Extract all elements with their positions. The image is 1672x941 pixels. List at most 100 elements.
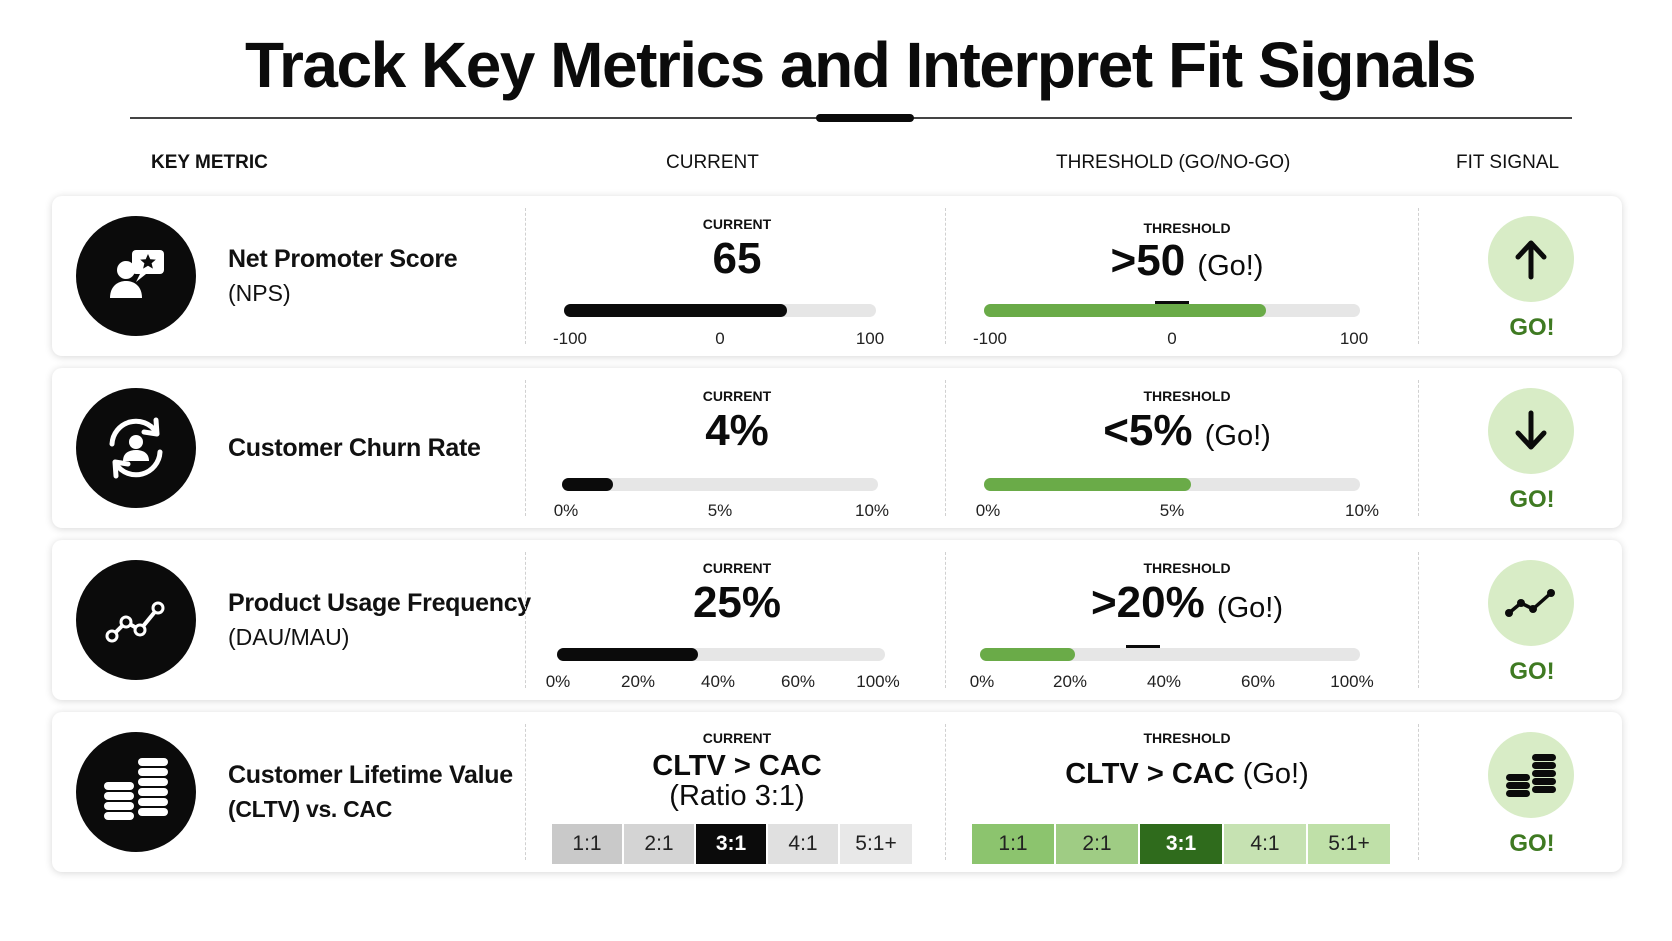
user-refresh-icon	[76, 388, 196, 508]
threshold-expression: <5%	[1103, 406, 1193, 455]
trend-line-icon	[76, 560, 196, 680]
threshold-value: >20% (Go!)	[972, 578, 1402, 628]
metric-subtitle: (DAU/MAU)	[228, 624, 350, 650]
threshold-column: THRESHOLD >50 (Go!) -100 0 100	[972, 196, 1402, 356]
ratio-cell: 4:1	[768, 824, 838, 864]
current-value: 65	[712, 234, 762, 283]
threshold-bar	[984, 478, 1360, 491]
current-bar	[564, 304, 876, 317]
threshold-column: THRESHOLD CLTV > CAC (Go!) 1:1 2:1 3:1 4…	[972, 712, 1402, 872]
axis-tick: 40%	[1146, 672, 1182, 691]
column-divider	[945, 724, 946, 860]
threshold-go-note: (Go!)	[1197, 250, 1264, 282]
axis-tick: 0%	[975, 501, 1001, 520]
ratio-cell: 4:1	[1224, 824, 1306, 864]
axis-tick: 40%	[700, 672, 736, 691]
metric-subtitle: (NPS)	[228, 280, 291, 306]
trend-line-icon	[1488, 560, 1574, 646]
ratio-cell: 1:1	[972, 824, 1054, 864]
column-divider	[945, 552, 946, 688]
fit-signal-label: GO!	[1509, 830, 1555, 857]
metric-name-block: Net Promoter Score (NPS)	[228, 196, 458, 356]
ratio-cell: 2:1	[624, 824, 694, 864]
axis-tick: 5%	[707, 501, 733, 520]
threshold-go-note: (Go!)	[1204, 420, 1271, 452]
current-column: CURRENT CLTV > CAC (Ratio 3:1) 1:1 2:1 3…	[552, 712, 922, 872]
axis-tick: 0	[715, 329, 725, 348]
axis-tick: 60%	[780, 672, 816, 691]
threshold-label: THRESHOLD	[1143, 388, 1231, 404]
page-title: Track Key Metrics and Interpret Fit Sign…	[244, 29, 1477, 101]
axis-tick: 100%	[1330, 672, 1374, 691]
fit-signal: GO!	[1462, 540, 1602, 700]
metric-subtitle: (CLTV) vs. CAC	[228, 796, 393, 822]
column-divider	[525, 552, 526, 688]
ratio-cell: 5:1+	[1308, 824, 1390, 864]
column-divider	[1418, 552, 1419, 688]
arrow-down-icon	[1488, 388, 1574, 474]
metric-name: Product Usage Frequency	[228, 589, 531, 617]
axis-tick: 100	[1339, 329, 1369, 348]
metric-name: Net Promoter Score	[228, 245, 458, 273]
threshold-column: THRESHOLD >20% (Go!) 0% 20% 40% 60% 100%	[969, 540, 1402, 700]
fit-signal-label: GO!	[1509, 658, 1555, 685]
current-column: CURRENT 65 -100 0 100	[552, 196, 922, 356]
axis-tick: 10%	[854, 501, 890, 520]
column-divider	[945, 380, 946, 516]
fit-signal-label: GO!	[1509, 486, 1555, 513]
current-column: CURRENT 25% 0% 20% 40% 60% 100%	[546, 540, 922, 700]
axis-tick: 60%	[1240, 672, 1276, 691]
ratio-cell: 1:1	[552, 824, 622, 864]
threshold-marker	[1126, 645, 1161, 648]
threshold-bar-fill	[980, 648, 1075, 661]
column-divider	[1418, 208, 1419, 344]
axis-tick: 20%	[620, 672, 656, 691]
coin-stacks-icon	[76, 732, 196, 852]
fit-signal: GO!	[1462, 368, 1602, 528]
axis-tick: 100	[855, 329, 885, 348]
current-bar-fill	[564, 304, 788, 317]
column-divider	[525, 380, 526, 516]
threshold-bar-fill	[984, 304, 1266, 317]
fit-signal: GO!	[1462, 196, 1602, 356]
ratio-cell: 2:1	[1056, 824, 1138, 864]
header-threshold: THRESHOLD (GO/NO-GO)	[1056, 152, 1291, 173]
threshold-expression: >50	[1110, 236, 1186, 285]
threshold-go-note: (Go!)	[1242, 758, 1309, 790]
current-value: 25%	[692, 578, 782, 627]
threshold-go-note: (Go!)	[1216, 592, 1284, 624]
current-bar-fill	[562, 478, 613, 491]
title-divider-accent	[816, 114, 914, 122]
axis-tick: 20%	[1052, 672, 1088, 691]
threshold-marker	[1155, 301, 1189, 304]
metric-name: Customer Lifetime Value	[228, 761, 513, 789]
metric-name-block: Customer Churn Rate	[228, 368, 481, 528]
current-label: CURRENT	[702, 216, 772, 232]
column-divider	[1418, 724, 1419, 860]
column-divider	[945, 208, 946, 344]
metric-card-churn: Customer Churn Rate CURRENT 4% 0% 5% 10%…	[52, 368, 1622, 528]
fit-signal: GO!	[1462, 712, 1602, 872]
threshold-expression: >20%	[1090, 578, 1205, 627]
current-label: CURRENT	[702, 730, 772, 746]
threshold-label: THRESHOLD	[1143, 730, 1231, 746]
axis-tick: 100%	[856, 672, 900, 691]
axis-tick: 5%	[1159, 501, 1185, 520]
arrow-up-icon	[1488, 216, 1574, 302]
axis-tick: 0%	[969, 672, 995, 691]
current-value: 4%	[705, 406, 769, 455]
ratio-cell: 5:1+	[840, 824, 912, 864]
column-divider	[1418, 380, 1419, 516]
metric-name: Customer Churn Rate	[228, 433, 481, 462]
person-star-chat-icon	[76, 216, 196, 336]
coin-stacks-icon	[1488, 732, 1574, 818]
axis-tick: 0	[1167, 329, 1177, 348]
threshold-value: >50 (Go!)	[972, 236, 1402, 286]
current-label: CURRENT	[702, 560, 772, 576]
current-value-line1: CLTV > CAC	[652, 750, 822, 782]
axis-tick: -100	[972, 329, 1008, 348]
current-bar	[562, 478, 878, 491]
current-column: CURRENT 4% 0% 5% 10%	[552, 368, 922, 528]
threshold-expression: CLTV > CAC	[1065, 758, 1235, 790]
threshold-column: THRESHOLD <5% (Go!) 0% 5% 10%	[972, 368, 1402, 528]
